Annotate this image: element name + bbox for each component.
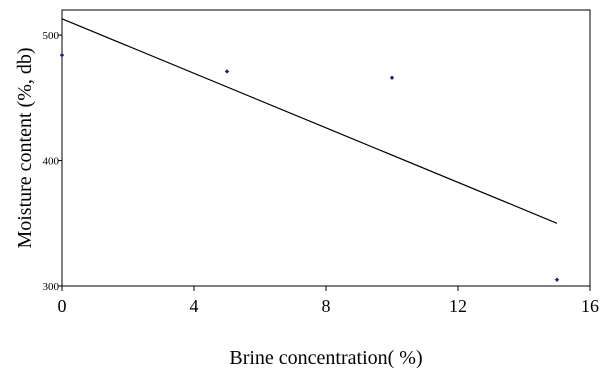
data-point [389,75,395,80]
plot-area [61,9,591,287]
y-tick-label: 300 [43,281,60,293]
plot-frame [61,9,591,287]
x-axis-title: Brine concentration( %) [229,347,422,369]
trendline [61,18,558,224]
y-tick-label: 500 [43,30,60,42]
x-axis: 0 4 8 12 16 [58,286,599,316]
x-tick-label: 16 [581,296,599,316]
points-layer [59,52,560,282]
data-point [224,69,230,74]
y-axis: 300 400 500 [43,30,62,293]
y-tick-label: 400 [43,156,60,168]
x-tick-label: 8 [322,296,331,316]
trendline-layer [61,18,558,224]
x-tick-label: 4 [190,296,199,316]
y-axis-title: Moisture content (%, db) [14,47,36,248]
data-point [554,277,560,282]
data-point [59,52,65,58]
x-tick-label: 0 [58,296,67,316]
x-tick-label: 12 [449,296,467,316]
